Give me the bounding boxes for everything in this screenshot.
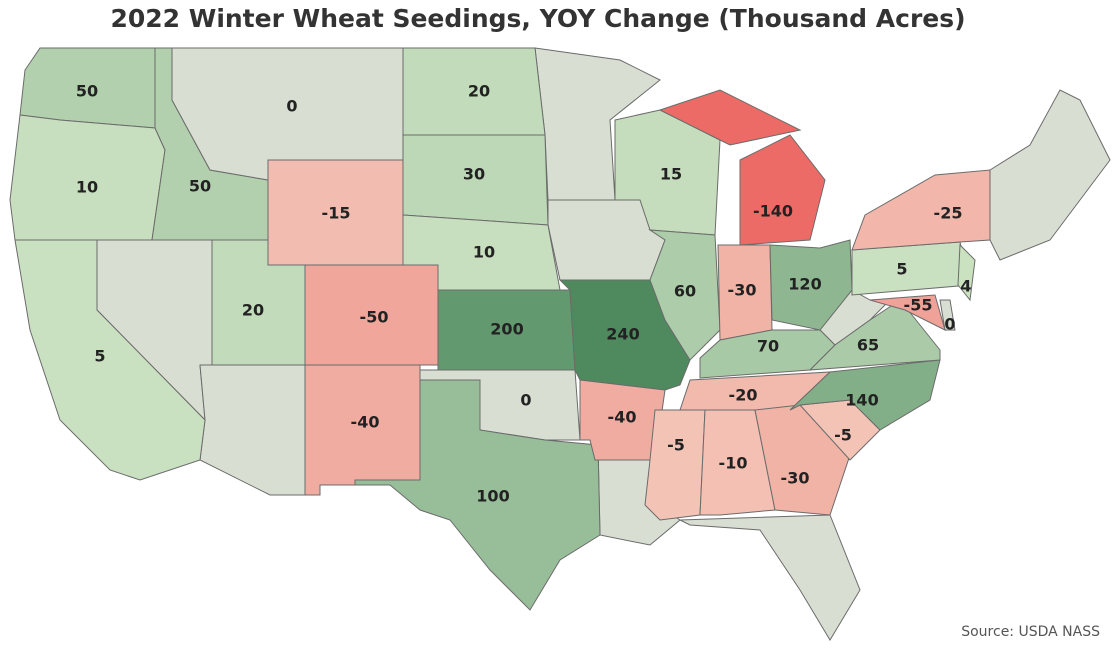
state-value-label: -5 <box>667 436 685 455</box>
state-value-label: 70 <box>757 337 779 356</box>
state-value-label: -50 <box>360 308 389 327</box>
state-value-label: 0 <box>286 97 297 116</box>
state-value-label: 140 <box>845 391 878 410</box>
state <box>658 89 802 146</box>
state <box>354 379 601 611</box>
state-value-label: 200 <box>490 320 523 339</box>
state-value-label: 30 <box>463 165 485 184</box>
state <box>644 409 706 521</box>
state-value-label: -140 <box>753 202 793 221</box>
state <box>648 229 721 361</box>
state <box>699 329 836 379</box>
state-value-label: 5 <box>94 347 105 366</box>
state-value-label: -15 <box>322 204 351 223</box>
map-title: 2022 Winter Wheat Seedings, YOY Change (… <box>110 4 965 33</box>
state-value-label: -25 <box>934 204 963 223</box>
state <box>789 359 941 431</box>
state-value-label: 10 <box>473 243 495 262</box>
state-value-label: 60 <box>674 282 696 301</box>
state <box>939 299 956 331</box>
state-value-label: 50 <box>189 177 211 196</box>
state-value-label: 100 <box>476 487 509 506</box>
state-value-label: -30 <box>728 281 757 300</box>
state-value-label: 0 <box>944 315 955 334</box>
source-note: Source: USDA NASS <box>961 624 1100 640</box>
state <box>699 409 776 516</box>
state-value-label: -40 <box>608 408 637 427</box>
state-value-label: -20 <box>729 386 758 405</box>
state-value-label: -30 <box>781 469 810 488</box>
state-value-label: 0 <box>520 391 531 410</box>
state <box>14 239 206 481</box>
state-value-label: -40 <box>351 413 380 432</box>
state-value-label: 10 <box>76 178 98 197</box>
state-value-label: 65 <box>857 336 879 355</box>
state-value-label: 50 <box>76 82 98 101</box>
state-value-label: 15 <box>660 165 682 184</box>
state-value-label: 120 <box>788 275 821 294</box>
state-value-label: -10 <box>719 454 748 473</box>
state <box>739 134 826 246</box>
states <box>9 47 1111 641</box>
state <box>989 89 1111 261</box>
state-value-label: 240 <box>606 325 639 344</box>
state-value-label: 5 <box>896 260 907 279</box>
state <box>199 364 306 496</box>
state-value-label: -5 <box>834 426 852 445</box>
state <box>851 241 971 296</box>
state <box>851 169 991 251</box>
state <box>679 514 861 641</box>
state <box>579 379 666 461</box>
state-value-label: 20 <box>468 82 490 101</box>
state-value-label: 4 <box>960 277 971 296</box>
state-value-label: -55 <box>904 296 933 315</box>
state-value-label: 20 <box>242 301 264 320</box>
state <box>957 243 976 302</box>
